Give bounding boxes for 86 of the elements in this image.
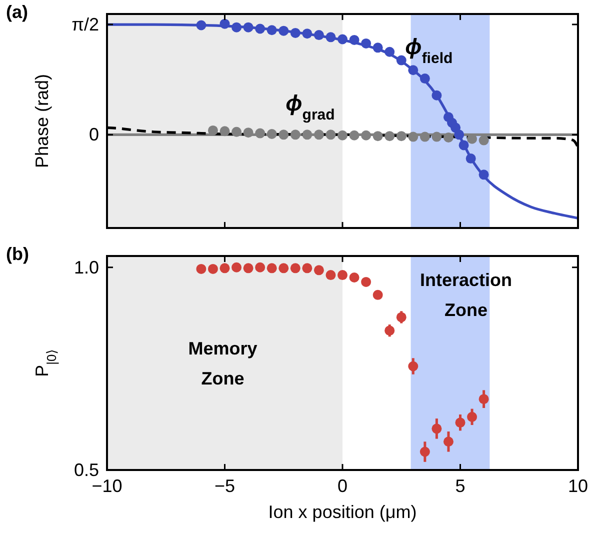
point [384,326,395,336]
point [255,262,266,272]
y-tick-label: 1.0 [74,257,99,278]
y-axis-title: Phase (rad) [32,74,52,168]
series-label: ϕ$_{grad}$ [286,90,335,124]
point [432,424,442,434]
point [372,131,383,142]
point [290,28,300,38]
text: (a) [6,2,28,22]
band-label: Memory Zone [188,338,258,388]
x-tick-label: 0 [337,476,348,496]
text: (b) [6,244,29,264]
point [408,132,418,142]
series-label: ϕ$_{field}$ [405,34,453,67]
point [208,264,218,274]
point [220,18,230,29]
x-axis-title: Ion x position (μm) [268,502,417,522]
point [408,65,418,76]
point [266,263,277,274]
point [196,20,206,30]
point [220,263,230,274]
point [302,130,312,140]
point [338,130,348,140]
point [396,312,406,322]
point [432,132,442,142]
point [361,276,372,287]
point [243,263,254,274]
point [302,263,312,274]
point [278,263,289,274]
point [255,128,266,138]
x-tick-label: −5 [214,476,236,496]
point [384,46,395,57]
point [384,131,395,142]
point [443,132,454,142]
point [467,412,478,422]
point [458,140,469,150]
point [443,436,454,447]
point [302,28,312,39]
point [278,130,289,140]
point [420,446,430,457]
point [361,130,372,140]
point [432,90,442,100]
point [338,34,348,44]
point [372,42,383,53]
x-tick-label: 5 [455,476,466,496]
point [466,154,476,164]
point [232,22,242,32]
point [396,131,406,142]
point [255,24,266,34]
point [314,130,324,140]
point [372,290,383,300]
point [232,126,242,137]
point [232,262,242,272]
point [314,265,324,276]
point [243,22,254,32]
point [326,130,336,140]
point [278,26,289,36]
point [338,270,348,280]
y-tick-label: 0 [88,124,99,145]
point [314,30,324,40]
point [266,128,277,139]
point [454,130,464,140]
point [326,270,336,280]
x-tick-label: 10 [568,476,588,496]
point [408,361,418,372]
band-label: Interaction Zone [420,270,512,320]
point [290,130,300,140]
point [478,170,489,180]
point [455,418,466,428]
point [349,130,360,140]
point [326,32,336,42]
point [349,272,360,282]
point [290,263,300,274]
point [266,25,277,36]
point [420,132,430,142]
point [220,126,230,136]
point [196,264,206,274]
point [349,34,360,45]
point [396,55,406,66]
point [420,74,430,84]
point [361,38,372,48]
point [208,125,218,136]
point [478,135,489,146]
y-tick-label: π/2 [72,14,99,34]
point [478,394,489,404]
point [243,128,254,138]
